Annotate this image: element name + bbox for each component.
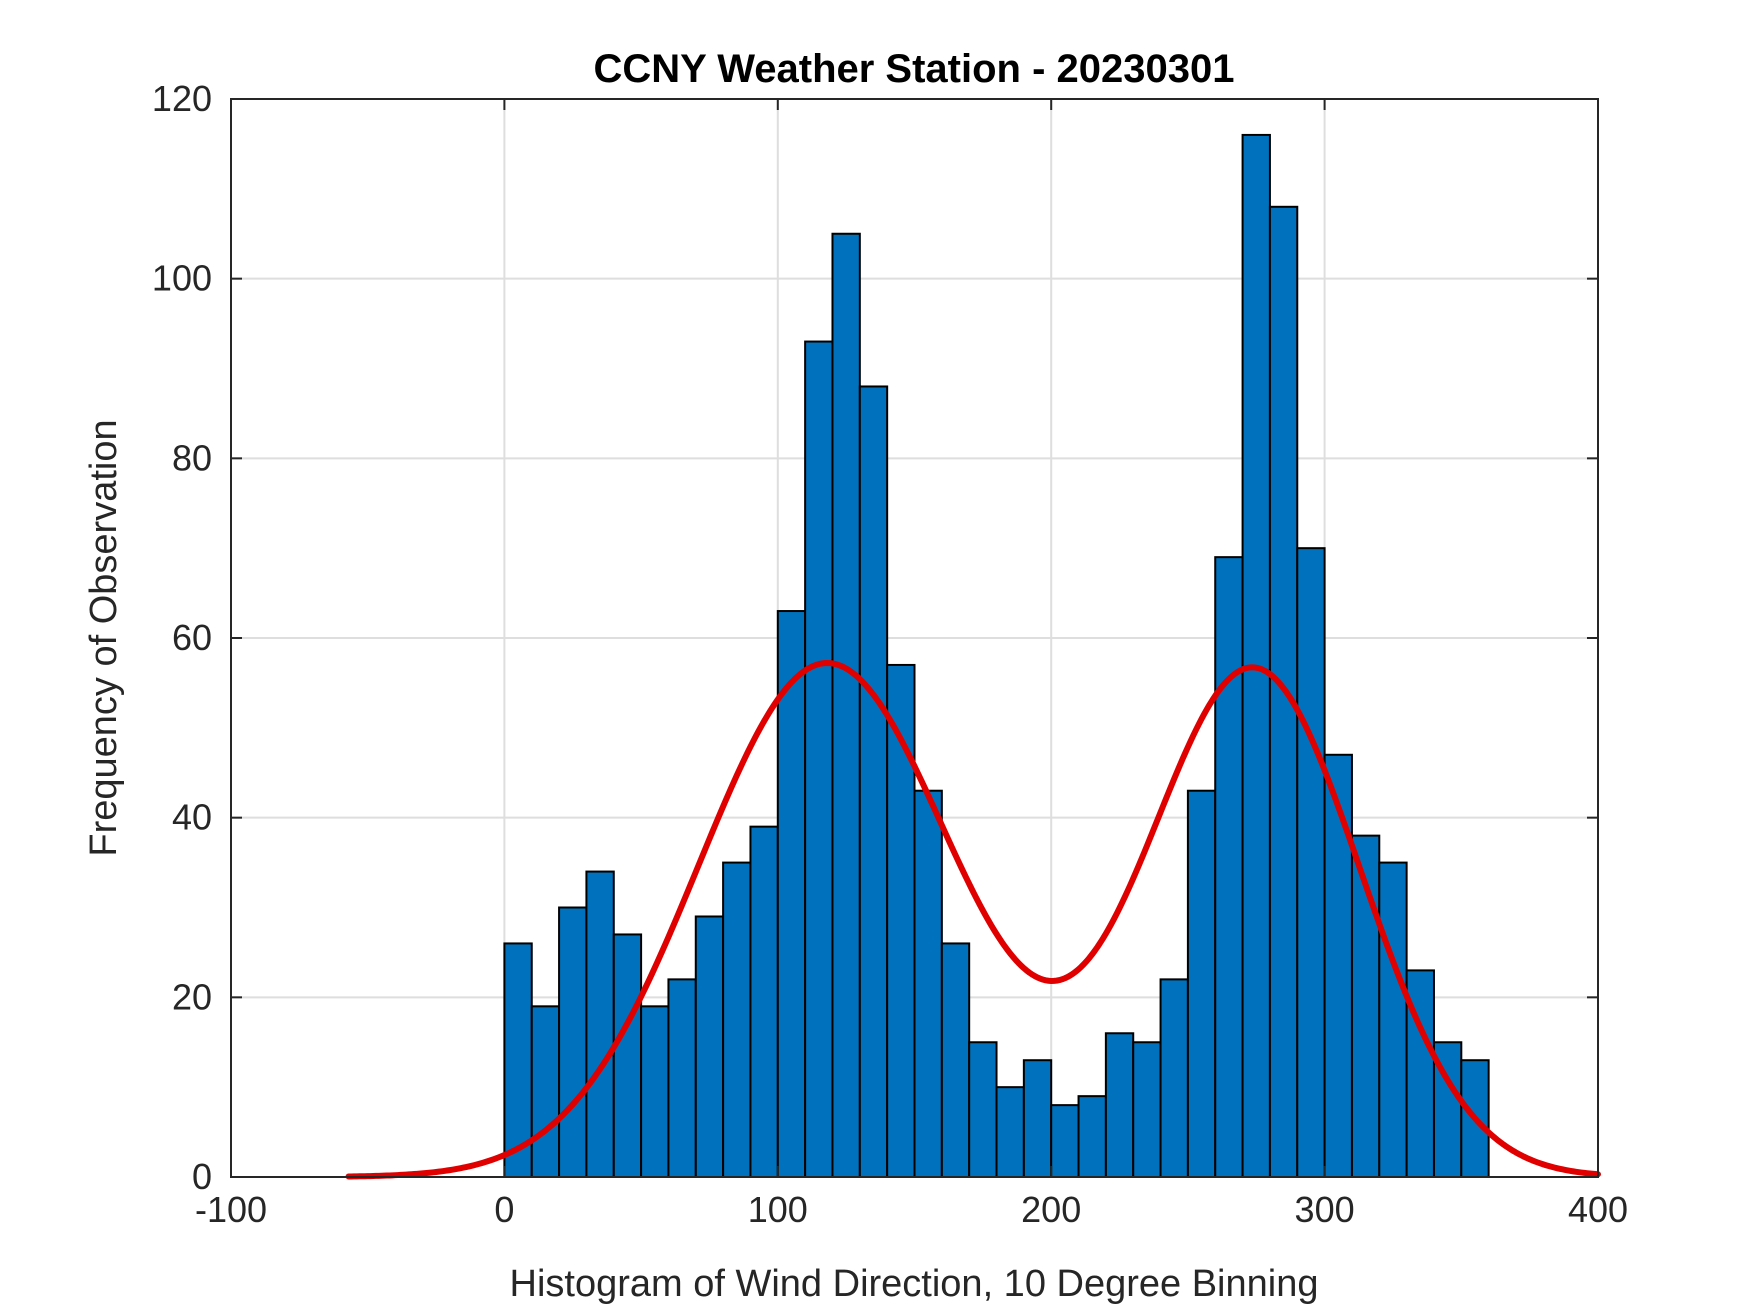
- histogram-bar: [640, 1005, 670, 1178]
- histogram-bar: [667, 978, 697, 1178]
- histogram-bar: [831, 232, 861, 1178]
- histogram-bar: [1022, 1059, 1053, 1179]
- histogram-bar: [995, 1086, 1025, 1178]
- y-tick-label: 40: [172, 797, 212, 838]
- x-tick-label: 100: [748, 1189, 808, 1230]
- histogram-bar: [1296, 547, 1326, 1178]
- histogram-bar: [1132, 1041, 1162, 1178]
- x-axis-label: Histogram of Wind Direction, 10 Degree B…: [510, 1263, 1319, 1305]
- histogram-bar: [913, 789, 943, 1178]
- y-axis-label: Frequency of Observation: [83, 419, 125, 856]
- y-tick-label: 60: [172, 617, 212, 658]
- y-tick-label: 80: [172, 437, 212, 478]
- histogram-bar: [1323, 753, 1353, 1178]
- x-tick-label: 200: [1021, 1189, 1081, 1230]
- histogram-bar: [858, 385, 889, 1178]
- y-gridlines: [231, 277, 1598, 999]
- fit-curve-line: [345, 659, 1601, 1180]
- y-tick-label: 0: [192, 1156, 212, 1197]
- histogram-bar: [804, 340, 834, 1178]
- histogram-bar: [968, 1041, 998, 1178]
- y-tick-labels: 0 20 40 60 80 100 120: [152, 78, 212, 1197]
- histogram-bar: [722, 861, 752, 1178]
- histogram-bar: [1159, 978, 1189, 1178]
- histogram-bar: [612, 933, 643, 1179]
- y-tick-label: 20: [172, 976, 212, 1017]
- y-tick-label: 100: [152, 258, 212, 299]
- histogram-bar: [530, 1005, 561, 1178]
- histogram-bar: [694, 915, 725, 1178]
- chart-title: CCNY Weather Station - 20230301: [594, 47, 1235, 91]
- x-tick-label: 300: [1295, 1189, 1355, 1230]
- histogram-bar: [1241, 133, 1271, 1178]
- x-tick-labels: -100 0 100 200 300 400: [195, 1189, 1628, 1230]
- histogram-bar: [503, 942, 533, 1179]
- x-tick-label: 0: [494, 1189, 514, 1230]
- histogram-bar: [1186, 789, 1217, 1178]
- y-tick-label: 120: [152, 78, 212, 119]
- histogram-bar: [749, 825, 779, 1179]
- histogram-bar: [1214, 556, 1244, 1178]
- histogram-bar: [1077, 1095, 1107, 1179]
- x-tick-label: 400: [1568, 1189, 1628, 1230]
- histogram-bar: [558, 906, 588, 1178]
- histogram-bar: [1104, 1032, 1135, 1179]
- histogram-bar: [1378, 861, 1408, 1178]
- x-tick-label: -100: [195, 1189, 267, 1230]
- histogram-bar: [585, 870, 615, 1178]
- axis-ticks: [230, 98, 1599, 1178]
- histogram-bar: [940, 942, 971, 1179]
- histogram-bar: [776, 610, 807, 1178]
- histogram-bar: [1050, 1104, 1080, 1178]
